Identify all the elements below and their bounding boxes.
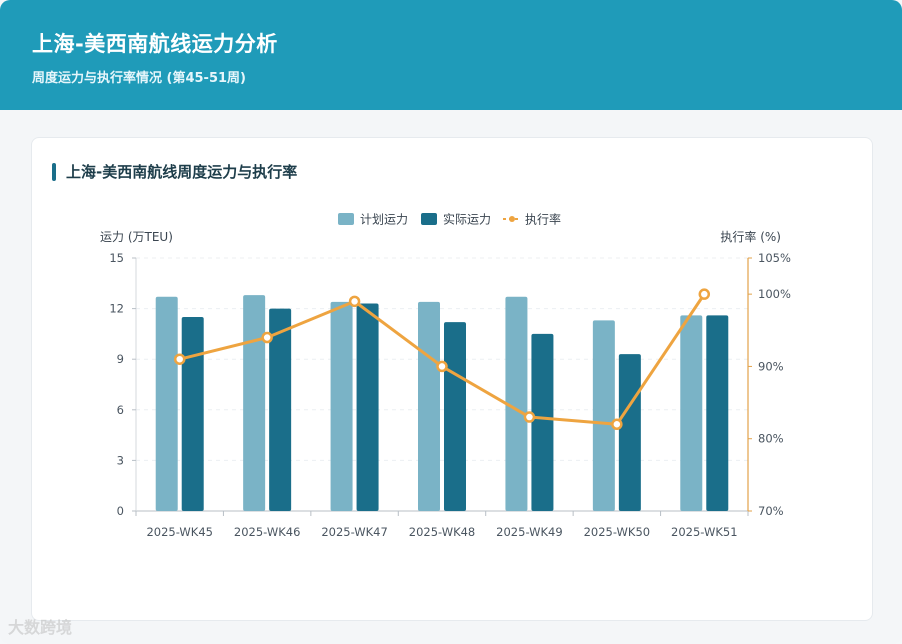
rate-point	[261, 331, 273, 344]
watermark-logo: 大数跨境	[8, 618, 73, 637]
legend-swatch-dot	[509, 216, 515, 222]
bar-planned	[592, 320, 615, 511]
tick-labels: 2025-WK45 2025-WK46 2025-WK47 2025-WK48 2025…	[100, 229, 791, 539]
bar-actual	[181, 317, 204, 511]
y2-tick-label: 105%	[758, 251, 791, 265]
rate-point	[523, 411, 536, 423]
bars	[155, 295, 729, 511]
rate-line	[173, 288, 711, 431]
bar-planned	[505, 296, 528, 511]
bar-actual	[356, 303, 379, 511]
y-tick-label: 12	[109, 302, 124, 316]
x-tick-label: 2025-WK47	[321, 525, 388, 539]
page-title: 上海-美西南航线运力分析	[32, 32, 278, 56]
y2-tick-label: 100%	[758, 287, 791, 301]
y-tick-label: 0	[117, 504, 124, 518]
bar-planned	[418, 301, 440, 511]
x-tick-label: 2025-WK50	[584, 525, 651, 539]
legend[interactable]: 计划运力 实际运力 执行率	[338, 212, 561, 227]
legend-swatch	[421, 213, 437, 225]
y2-tick-label: 80%	[758, 432, 784, 446]
rate-point	[436, 360, 448, 373]
legend-label: 执行率	[525, 212, 561, 227]
legend-label: 计划运力	[360, 213, 408, 227]
y2-tick-label: 70%	[758, 504, 784, 518]
bar-actual	[531, 333, 554, 511]
rate-point	[348, 295, 361, 308]
y-tick-label: 3	[117, 453, 124, 467]
x-tick-label: 2025-WK46	[234, 525, 301, 539]
bar-actual	[269, 308, 292, 511]
bar-actual	[706, 315, 729, 511]
x-tick-label: 2025-WK48	[409, 525, 476, 539]
x-tick-label: 2025-WK45	[146, 525, 213, 539]
bar-planned	[155, 296, 178, 511]
x-tick-label: 2025-WK51	[671, 525, 738, 539]
card-title-accent	[52, 163, 56, 181]
y2-axis-title: 执行率 (%)	[720, 229, 781, 244]
y-axis-title: 运力 (万TEU)	[100, 230, 173, 244]
y-tick-label: 9	[117, 352, 124, 366]
rate-point	[698, 288, 711, 300]
bar-planned	[330, 301, 353, 511]
bar-planned	[680, 315, 703, 511]
bar-actual	[618, 354, 641, 511]
y2-tick-label: 90%	[758, 359, 784, 373]
rate-point	[611, 418, 623, 431]
y-tick-label: 6	[117, 403, 124, 417]
y-tick-label: 15	[109, 251, 124, 265]
axes	[132, 257, 752, 516]
bar-actual	[444, 322, 466, 511]
legend-swatch	[338, 213, 354, 225]
card-title: 上海-美西南航线周度运力与执行率	[66, 163, 298, 181]
page-subtitle: 周度运力与执行率情况 (第45-51周)	[32, 71, 246, 86]
page-header: 上海-美西南航线运力分析 周度运力与执行率情况 (第45-51周)	[0, 0, 902, 110]
rate-point	[173, 353, 186, 365]
bar-planned	[243, 295, 266, 511]
x-tick-label: 2025-WK49	[496, 525, 563, 539]
legend-label: 实际运力	[443, 212, 491, 227]
grid-lines	[136, 257, 748, 461]
